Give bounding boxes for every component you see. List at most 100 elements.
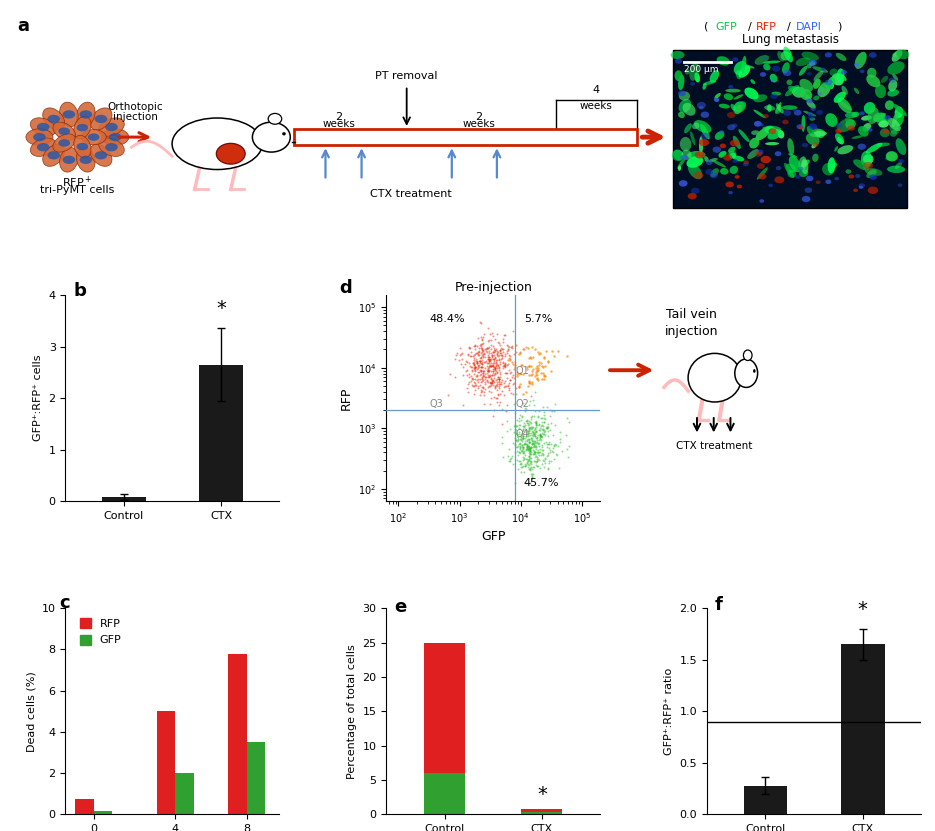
Point: [533, 429, 548, 442]
Point: [508, 356, 523, 369]
Point: [482, 379, 497, 392]
Point: [496, 356, 511, 369]
Point: [522, 426, 537, 440]
Point: [534, 366, 549, 379]
Point: [537, 429, 552, 442]
Ellipse shape: [798, 156, 807, 170]
Point: [478, 372, 493, 386]
Point: [492, 361, 507, 375]
Point: [461, 340, 476, 353]
Ellipse shape: [692, 123, 699, 130]
Point: [485, 368, 500, 381]
Point: [526, 445, 541, 458]
Point: [509, 426, 524, 440]
X-axis label: GFP: GFP: [481, 530, 506, 543]
Point: [496, 359, 511, 372]
Ellipse shape: [732, 124, 738, 128]
Point: [471, 342, 486, 355]
Ellipse shape: [842, 86, 848, 95]
Point: [484, 375, 499, 388]
Point: [517, 445, 532, 458]
Point: [474, 347, 489, 360]
Point: [542, 443, 557, 456]
Ellipse shape: [853, 189, 858, 192]
Point: [527, 455, 542, 468]
Point: [525, 467, 540, 480]
Point: [471, 348, 486, 361]
Point: [522, 432, 537, 445]
Text: ): ): [837, 22, 842, 32]
Point: [520, 413, 535, 426]
Point: [519, 476, 534, 489]
Ellipse shape: [698, 106, 703, 110]
Point: [537, 451, 552, 465]
Point: [516, 423, 531, 436]
Point: [464, 361, 479, 374]
Ellipse shape: [776, 103, 784, 114]
Ellipse shape: [99, 138, 124, 156]
Point: [517, 451, 532, 465]
Text: DAPI: DAPI: [796, 22, 822, 32]
Ellipse shape: [887, 165, 905, 173]
Point: [480, 342, 495, 355]
Point: [540, 448, 555, 461]
Point: [516, 454, 531, 467]
Point: [538, 452, 553, 465]
Text: weeks: weeks: [323, 119, 355, 129]
Ellipse shape: [678, 165, 681, 171]
Point: [525, 471, 539, 484]
Bar: [673, 50, 908, 208]
Ellipse shape: [728, 147, 736, 153]
Point: [474, 361, 489, 374]
Point: [520, 440, 535, 453]
Point: [462, 376, 477, 389]
Point: [490, 388, 505, 401]
Point: [531, 404, 546, 417]
Ellipse shape: [845, 117, 853, 125]
Ellipse shape: [813, 154, 818, 162]
Point: [550, 449, 565, 462]
Point: [523, 444, 538, 457]
Point: [449, 347, 464, 360]
Point: [519, 439, 534, 452]
Ellipse shape: [709, 158, 718, 162]
Ellipse shape: [694, 172, 703, 179]
Point: [512, 366, 527, 380]
Ellipse shape: [674, 71, 683, 81]
Point: [541, 456, 556, 470]
Point: [540, 438, 555, 451]
Point: [515, 429, 530, 442]
Point: [476, 365, 491, 378]
Point: [483, 352, 498, 366]
Point: [506, 324, 521, 337]
Point: [519, 402, 534, 416]
Point: [496, 360, 511, 373]
Point: [505, 377, 520, 391]
Point: [522, 446, 537, 460]
Ellipse shape: [785, 164, 796, 173]
Point: [486, 348, 501, 361]
Point: [523, 442, 538, 455]
Ellipse shape: [733, 159, 738, 163]
Point: [540, 462, 555, 475]
Point: [522, 463, 537, 476]
Ellipse shape: [711, 173, 718, 178]
Point: [530, 444, 545, 457]
Point: [474, 352, 489, 365]
Point: [455, 398, 470, 411]
Point: [477, 382, 492, 396]
Point: [511, 411, 526, 425]
Point: [469, 347, 484, 360]
Ellipse shape: [883, 130, 889, 134]
Point: [497, 350, 512, 363]
Point: [532, 454, 547, 467]
Point: [512, 418, 527, 431]
Point: [470, 348, 485, 361]
Point: [517, 438, 532, 451]
Ellipse shape: [818, 92, 822, 96]
Point: [520, 441, 535, 455]
Ellipse shape: [726, 181, 734, 188]
Point: [524, 457, 539, 470]
Ellipse shape: [679, 180, 687, 187]
Ellipse shape: [827, 157, 835, 174]
